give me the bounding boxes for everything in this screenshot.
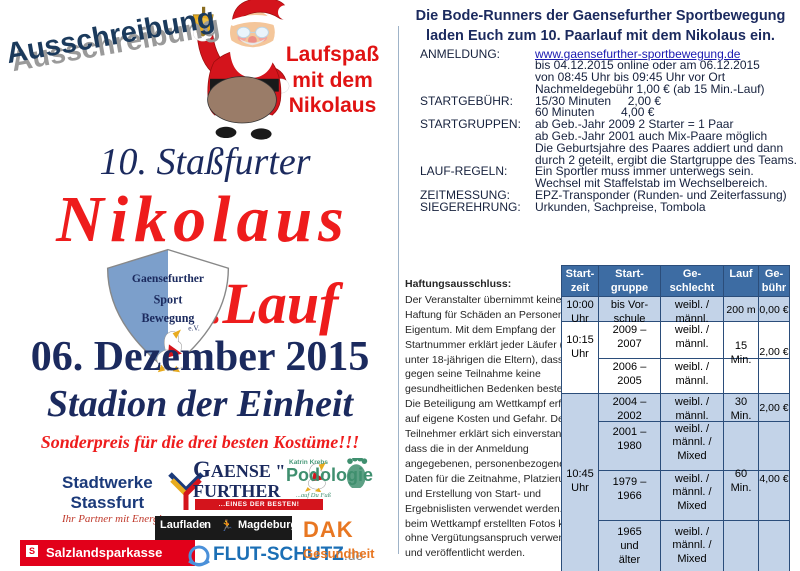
svg-text:Sport: Sport (154, 293, 183, 307)
svg-text:Gaensefurther: Gaensefurther (132, 272, 204, 285)
svg-text:e.V.: e.V. (188, 323, 200, 332)
svg-text:Bewegung: Bewegung (142, 311, 195, 325)
